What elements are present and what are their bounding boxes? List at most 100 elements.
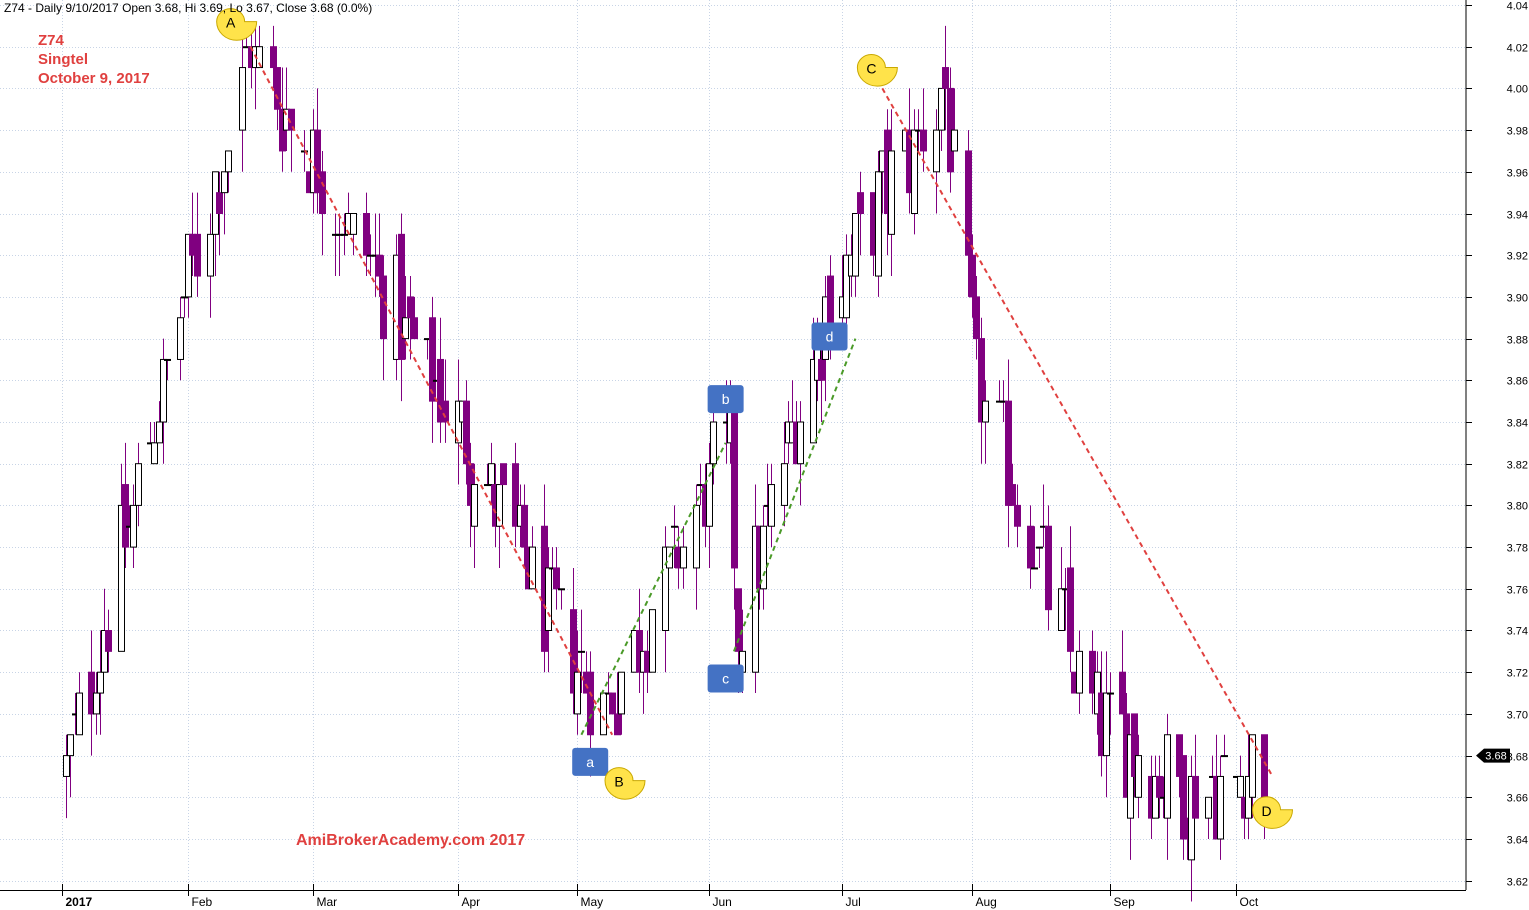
wave-b-box [707,385,744,414]
candle-body [471,484,478,527]
x-tick-label: Aug [976,895,997,909]
candle-body [216,192,223,214]
candle-body [463,400,470,465]
candle-body [207,233,214,277]
y-tick-label: 3.82 [1507,460,1528,472]
candle-body [1009,484,1016,506]
candle-body [67,734,74,757]
candle-body [118,504,125,652]
candle-body [1027,525,1034,569]
candle-body [982,400,989,423]
wave-c-box [707,664,744,693]
wave-a-label: a [586,754,594,770]
y-tick-label: 4.00 [1507,84,1528,96]
ticker-note: Z74 [38,32,64,49]
candle-body [376,254,383,277]
trendline-up [580,442,727,736]
date-axis: 2017 Feb Mar Apr May Jun Jul Aug Sep Oct [0,884,1466,909]
trendline-down [881,87,1274,777]
candle-body [1058,588,1065,631]
candle-body [614,713,621,736]
candle-body [760,525,767,590]
candle-body [706,463,713,527]
candle-body [662,546,669,631]
candle-body [1131,713,1138,777]
candle-body [500,463,507,486]
candle-body [810,358,817,444]
candle-body [1217,775,1224,840]
point-D-label: D [1261,803,1271,819]
candle-body [135,463,142,506]
candle-body [973,296,980,340]
candle-body [920,129,927,152]
wave-d-label: d [826,329,834,345]
candle-body [1237,775,1244,798]
y-tick-label: 3.98 [1507,126,1528,138]
candle-body [76,692,83,736]
candle-body [735,588,742,652]
candle-body [875,171,882,277]
candle-body [341,233,348,236]
candle-body [1045,525,1052,611]
y-tick-label: 3.94 [1507,210,1528,222]
candle-body [666,546,673,569]
candle-body [411,317,418,340]
candle-body [1180,755,1187,840]
candlesticks [63,25,1268,902]
x-tick-label: Jun [713,895,732,909]
candle-body [843,254,850,319]
x-tick-label: May [581,895,604,909]
candle-body [1031,567,1038,570]
candle-body [768,484,775,527]
candle-body [1014,504,1021,527]
candle-body [105,630,112,652]
candle-body [1221,755,1228,758]
candle-body [1107,692,1114,695]
candle-body [1119,671,1126,715]
point-B-label: B [614,774,623,790]
candle-body [319,171,326,215]
candle-body [911,129,918,215]
candle-body [350,213,357,235]
name-note: Singtel [38,51,89,68]
wave-labels: a b c d A B C D [216,8,1294,829]
candle-body [398,233,405,360]
candle-body [63,755,70,777]
candle-body [122,484,129,548]
candle-body [488,463,495,486]
y-tick-label: 3.74 [1507,626,1528,638]
candle-body [1005,400,1012,506]
candle-body [553,567,560,590]
candle-body [578,650,585,653]
y-tick-label: 4.04 [1507,1,1528,13]
candle-body [558,588,565,591]
price-axis: 3.62 3.64 3.66 3.68 3.70 3.72 3.74 3.76 3.78 3.80… [1465,0,1528,890]
candle-body [545,567,552,632]
x-tick-label: Sep [1114,895,1136,909]
watermark: AmiBrokerAcademy.com 2017 [296,832,526,849]
candle-body [521,504,528,548]
trendlines [249,46,1274,777]
candle-body [1192,775,1199,819]
candle-body [1205,796,1212,819]
candle-body [1156,775,1163,798]
candle-body [156,421,163,444]
candle-body [185,233,192,298]
candle-body [97,671,104,694]
candle-body [951,129,958,152]
x-tick-label: 2017 [66,895,93,909]
y-tick-label: 3.66 [1507,793,1528,805]
candle-body [274,67,281,110]
wave-a-box [572,747,609,776]
point-C-label: C [866,61,876,77]
candle-body [852,213,859,277]
y-tick-label: 3.88 [1507,335,1528,347]
candle-body [1067,567,1074,652]
candle-body [680,546,687,569]
trendline-up [733,338,857,652]
x-tick-label: Feb [192,895,213,909]
candle-body [130,504,137,548]
candle-body [965,150,972,256]
candle-body [710,421,717,465]
candle-body [437,358,444,423]
